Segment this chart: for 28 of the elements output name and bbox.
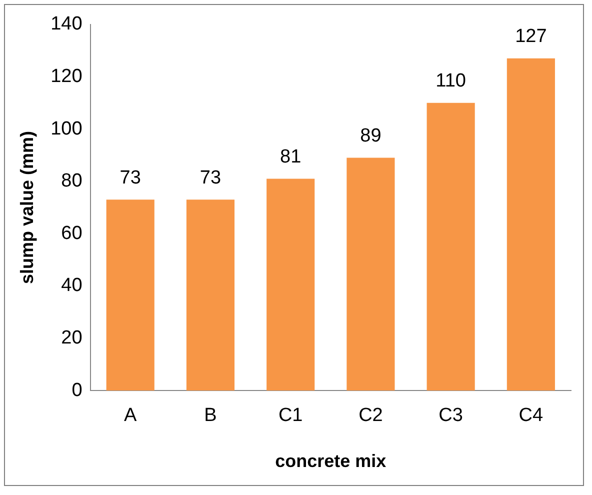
- bar: [506, 58, 555, 391]
- x-tick-label: A: [124, 405, 138, 426]
- x-tick-label: C4: [518, 405, 544, 426]
- y-tick-label: 120: [50, 66, 82, 87]
- y-tick-label: 40: [61, 275, 82, 296]
- y-tick-label: 140: [50, 14, 82, 35]
- bar: [266, 178, 315, 391]
- data-label: 110: [436, 70, 466, 92]
- bar: [106, 200, 154, 391]
- data-label: 73: [200, 167, 222, 188]
- y-axis-title: slump value (mm): [16, 130, 37, 284]
- x-tick-label: C3: [438, 405, 463, 426]
- y-tick-label: 0: [72, 380, 82, 401]
- x-tick-label: B: [204, 405, 217, 426]
- data-label: 89: [360, 126, 382, 147]
- x-tick-label: C2: [358, 405, 383, 426]
- bar: [346, 158, 395, 391]
- bar: [186, 200, 235, 391]
- data-label: 127: [515, 26, 547, 48]
- bar: [426, 102, 475, 391]
- y-tick-label: 100: [50, 118, 82, 140]
- y-tick-label: 60: [61, 222, 82, 244]
- data-label: 73: [120, 167, 141, 188]
- x-tick-label: C1: [278, 405, 303, 426]
- data-label: 81: [280, 146, 302, 168]
- y-tick-label: 80: [61, 170, 82, 192]
- x-axis-title: concrete mix: [275, 451, 386, 472]
- y-tick-label: 20: [61, 328, 82, 349]
